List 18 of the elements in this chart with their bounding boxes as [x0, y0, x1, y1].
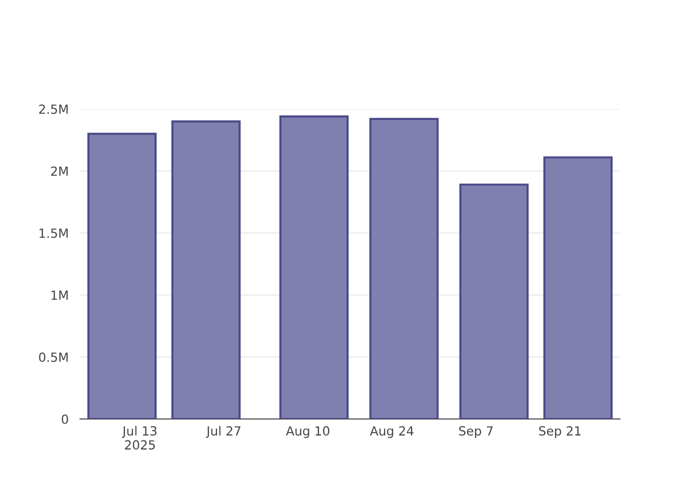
bar	[459, 184, 529, 419]
bar	[171, 120, 241, 419]
x-tick-label: Sep 7	[459, 426, 493, 438]
y-tick-label: 2.5M	[39, 104, 68, 114]
x-tick-label: Sep 21	[539, 426, 581, 438]
x-tick-label: Jul 27	[206, 426, 240, 438]
bar	[543, 156, 613, 419]
bar	[87, 132, 157, 419]
y-tick-label: 2M	[51, 166, 68, 176]
bar	[279, 115, 349, 419]
x-tick-label: Jul 13 2025	[122, 426, 156, 450]
y-tick-label: 1M	[52, 290, 68, 300]
y-tick-label: 1.5M	[40, 228, 68, 238]
x-tick-label: Aug 24	[370, 426, 414, 438]
bar	[369, 118, 439, 419]
x-tick-label: Aug 10	[286, 426, 330, 438]
y-tick-label: 0.5M	[39, 352, 68, 362]
y-tick-label: 0	[62, 414, 68, 424]
